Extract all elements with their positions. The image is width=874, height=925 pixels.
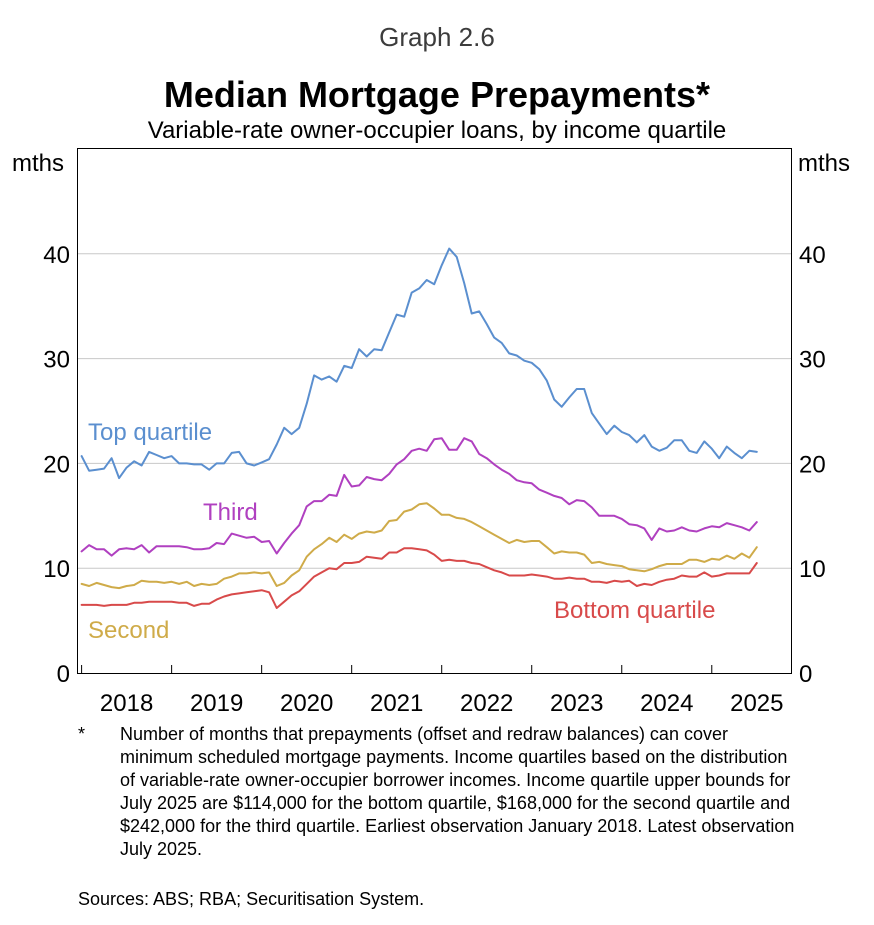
x-tick-label: 2024 [640,690,693,715]
line-chart: 2018 2019 2020 2021 2022 2023 2024 2025 0 10 20 30… [12,148,850,715]
x-axis-ticks: 2018 2019 2020 2021 2022 2023 2024 2025 [81,665,783,715]
y-tick-label-right: 0 [799,661,812,688]
footnote: * Number of months that prepayments (off… [78,723,798,861]
label-bottom-quartile: Bottom quartile [554,597,715,624]
y-tick-label-left: 30 [43,347,70,374]
gridlines [78,253,791,569]
sources: Sources: ABS; RBA; Securitisation System… [78,889,425,909]
x-tick-label: 2018 [100,690,153,715]
x-tick-label: 2020 [280,690,333,715]
y-unit-right: mths [798,150,850,177]
y-tick-label-left: 10 [43,556,70,583]
y-tick-label-right: 20 [799,451,826,478]
y-axis-right: 0 10 20 30 40 [799,242,826,688]
series-line-top-quartile [80,247,758,480]
y-tick-label-right: 30 [799,347,826,374]
chart-subtitle: Variable-rate owner-occupier loans, by i… [147,117,727,144]
x-tick-label: 2022 [460,690,513,715]
x-tick-label: 2019 [190,690,243,715]
y-axis-left: 0 10 20 30 40 [43,242,70,688]
y-tick-label-left: 20 [43,451,70,478]
label-third: Third [203,499,258,526]
footnote-marker: * [78,724,86,744]
series-lines [80,247,758,609]
x-tick-label: 2025 [730,690,783,715]
series-line-second [80,502,758,590]
x-tick-label: 2023 [550,690,603,715]
y-tick-label-right: 40 [799,242,826,269]
y-unit-left: mths [12,150,64,177]
series-line-third [80,437,758,557]
x-tick-label: 2021 [370,690,423,715]
chart-title: Median Mortgage Prepayments* [163,74,711,115]
plot-frame [77,148,792,674]
y-tick-label-left: 0 [57,661,70,688]
label-second: Second [88,617,169,644]
series-line-bottom-quartile [80,547,758,609]
graph-label: Graph 2.6 [379,22,495,52]
y-tick-label-right: 10 [799,556,826,583]
label-top-quartile: Top quartile [88,419,212,446]
y-tick-label-left: 40 [43,242,70,269]
footnote-text: Number of months that prepayments (offse… [120,724,795,859]
